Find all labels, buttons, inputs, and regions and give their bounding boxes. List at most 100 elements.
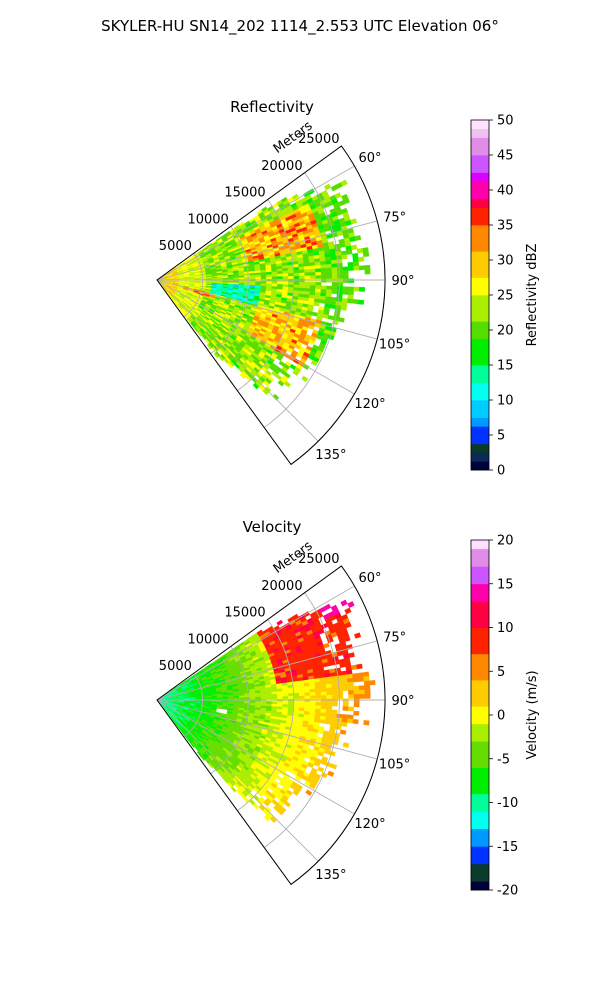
radar-gate xyxy=(314,681,321,686)
radar-gate xyxy=(276,691,283,695)
radar-gate xyxy=(269,816,277,824)
radar-gate xyxy=(353,698,360,703)
radar-gate xyxy=(331,271,338,276)
radar-gate xyxy=(356,248,364,254)
radar-gate xyxy=(326,698,333,703)
radar-gate xyxy=(347,266,354,271)
radar-gate xyxy=(305,789,313,796)
radar-gate xyxy=(331,278,338,283)
radar-gate xyxy=(320,698,327,703)
radar-gate xyxy=(325,260,332,265)
radar-gate xyxy=(331,709,338,715)
azimuth-tick-label: 105° xyxy=(379,338,410,353)
radar-gate xyxy=(277,284,283,288)
colorbar-segment xyxy=(471,785,489,795)
radar-gate xyxy=(218,355,225,362)
radar-gate xyxy=(190,742,195,748)
colorbar-segment xyxy=(471,776,489,786)
radar-gate xyxy=(313,301,320,307)
radar-gate xyxy=(227,362,233,369)
radar-gate xyxy=(255,276,262,280)
radar-gate xyxy=(331,683,338,688)
radar-gate xyxy=(352,299,359,305)
radar-gate xyxy=(287,704,294,708)
colorbar-segment xyxy=(471,653,489,663)
radar-gate xyxy=(260,274,267,278)
velocity-field xyxy=(156,599,376,824)
radar-gate xyxy=(325,683,332,689)
azimuth-tick-label: 75° xyxy=(383,630,406,645)
radar-gate xyxy=(293,707,300,712)
radar-gate xyxy=(276,271,283,275)
radar-gate xyxy=(238,275,245,278)
radar-gate xyxy=(337,694,344,699)
colorbar-segment xyxy=(471,312,489,322)
colorbar-segment xyxy=(471,452,489,462)
radar-gate xyxy=(309,685,316,690)
radar-gate xyxy=(315,688,322,693)
radar-gate xyxy=(266,271,272,275)
radar-gate xyxy=(330,763,338,770)
colorbar-segment xyxy=(471,137,489,147)
sector-border xyxy=(156,145,386,466)
radar-gate xyxy=(266,281,273,285)
colorbar-segment xyxy=(471,330,489,340)
range-tick-label: 10000 xyxy=(187,632,228,647)
colorbar-segment xyxy=(471,723,489,733)
range-tick-label: 10000 xyxy=(187,212,228,227)
colorbar-segment xyxy=(471,286,489,296)
radar-gate xyxy=(340,305,347,311)
colorbar-segment xyxy=(471,671,489,681)
radar-gate xyxy=(336,717,343,723)
radar-gate xyxy=(292,369,300,377)
radar-gate xyxy=(244,281,251,284)
radar-gate xyxy=(310,695,316,700)
radar-gate xyxy=(298,287,305,292)
radar-gate xyxy=(299,275,305,280)
colorbar-segment xyxy=(471,408,489,418)
radar-gate xyxy=(357,672,364,678)
colorbar-tick-label: -5 xyxy=(497,752,510,767)
radar-gate xyxy=(249,695,256,698)
radar-gate xyxy=(277,281,283,285)
colorbar-tick-label: 20 xyxy=(497,324,514,339)
radar-gate xyxy=(299,695,305,700)
radar-gate xyxy=(315,275,322,280)
azimuth-gridline xyxy=(156,699,378,760)
range-tick-label: 15000 xyxy=(224,186,265,201)
radar-gate xyxy=(266,701,273,705)
colorbar-segment xyxy=(471,207,489,217)
radar-gate xyxy=(271,691,278,695)
radar-gate xyxy=(323,183,332,191)
colorbar-segment xyxy=(471,338,489,348)
colorbar-segment xyxy=(471,697,489,707)
radar-gate xyxy=(330,679,337,685)
radar-gate xyxy=(288,273,294,277)
radar-gate xyxy=(304,705,311,709)
colorbar-segment xyxy=(471,750,489,760)
radar-gate xyxy=(353,261,360,267)
radar-gate xyxy=(277,278,284,282)
azimuth-gridline xyxy=(156,699,319,862)
colorbar-segment xyxy=(471,216,489,226)
colorbar-tick-label: 35 xyxy=(497,219,514,234)
radar-gate xyxy=(293,689,300,694)
radar-gate xyxy=(277,693,283,697)
radar-gate xyxy=(327,315,335,321)
colorbar-label: Velocity (m/s) xyxy=(525,670,540,759)
radar-gate xyxy=(298,284,305,289)
radar-gate xyxy=(304,285,311,289)
azimuth-gridline xyxy=(156,165,355,281)
radar-gate xyxy=(342,714,349,719)
colorbar-segment xyxy=(471,767,489,777)
range-tick-label: 20000 xyxy=(261,159,302,174)
radar-gate xyxy=(320,278,327,283)
radar-gate xyxy=(342,274,349,279)
colorbar-segment xyxy=(471,128,489,138)
radar-gate xyxy=(277,273,283,277)
radar-gate xyxy=(347,601,355,609)
radar-gate xyxy=(364,693,371,699)
radar-gate xyxy=(320,289,327,294)
radar-gate xyxy=(350,664,358,671)
